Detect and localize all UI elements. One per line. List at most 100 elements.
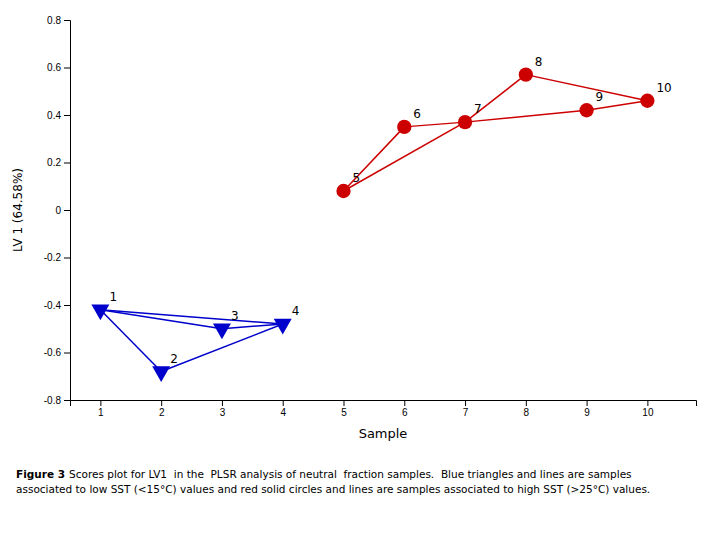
point bbox=[579, 103, 593, 117]
x-tick-label: 1 bbox=[98, 407, 104, 418]
x-tick-mark bbox=[343, 400, 344, 406]
caption-line: associated to low SST (<15°C) values and… bbox=[16, 483, 650, 495]
point-label: 3 bbox=[231, 309, 239, 323]
point-label: 7 bbox=[474, 102, 482, 116]
marks bbox=[91, 67, 654, 381]
x-tick: 3 bbox=[220, 400, 226, 418]
point-label: 8 bbox=[535, 55, 543, 69]
point bbox=[152, 366, 170, 382]
series bbox=[336, 67, 654, 198]
segment bbox=[100, 310, 282, 324]
y-axis: -0.8 -0.6 -0.4 -0.2 0 0.2 0.4 0.6 0.8 bbox=[44, 15, 71, 406]
segment bbox=[465, 110, 587, 122]
y-tick-mark bbox=[64, 210, 70, 211]
segment bbox=[100, 310, 222, 329]
y-tick-mark bbox=[64, 68, 70, 69]
x-tick: 10 bbox=[642, 400, 654, 418]
y-tick: 0.8 bbox=[47, 15, 70, 26]
y-tick-label: -0.6 bbox=[44, 347, 62, 358]
point bbox=[640, 94, 654, 108]
y-tick-label: 0 bbox=[55, 205, 61, 216]
x-tick: 5 bbox=[341, 400, 347, 418]
x-tick: 8 bbox=[524, 400, 530, 418]
x-tick-mark bbox=[647, 400, 648, 406]
caption: Figure 3 Scores plot for LV1 in the PLSR … bbox=[16, 468, 650, 495]
x-axis-title: Sample bbox=[359, 426, 408, 441]
x-tick-mark bbox=[100, 400, 101, 406]
chart-container: 1 2 3 4 5 6 7 8 9 10 -0.8 -0.6 -0.4 -0.2 0 0.2 0.4 0.6 0.8… bbox=[0, 0, 720, 540]
y-tick-label: -0.8 bbox=[44, 395, 62, 406]
point-label: 10 bbox=[656, 81, 671, 95]
point bbox=[519, 67, 533, 81]
x-tick: 1 bbox=[98, 400, 104, 418]
x-tick-label: 10 bbox=[642, 407, 654, 418]
x-tick-label: 6 bbox=[402, 407, 408, 418]
chart: 1 2 3 4 5 6 7 8 9 10 -0.8 -0.6 -0.4 -0.2 0 0.2 0.4 0.6 0.8… bbox=[0, 0, 720, 540]
point-label: 6 bbox=[413, 107, 421, 121]
x-tick: 4 bbox=[280, 400, 286, 418]
y-tick-label: 0.6 bbox=[47, 62, 61, 73]
y-tick: -0.4 bbox=[44, 300, 70, 311]
x-tick-mark bbox=[404, 400, 405, 406]
point bbox=[397, 120, 411, 134]
segment bbox=[404, 122, 465, 127]
segment bbox=[100, 310, 161, 372]
series bbox=[91, 305, 291, 382]
y-tick-label: -0.4 bbox=[44, 300, 62, 311]
point-label: 5 bbox=[352, 171, 360, 185]
x-tick: 6 bbox=[402, 400, 408, 418]
y-tick: 0 bbox=[55, 205, 70, 216]
x-tick-mark bbox=[587, 400, 588, 406]
y-axis-title: LV 1 (64.58%) bbox=[11, 168, 25, 252]
point-label: 4 bbox=[292, 304, 300, 318]
x-tick: 7 bbox=[463, 400, 469, 418]
point bbox=[458, 115, 472, 129]
segment bbox=[343, 127, 404, 191]
point bbox=[91, 305, 109, 321]
y-tick-mark bbox=[64, 20, 70, 21]
y-tick: 0.6 bbox=[47, 62, 70, 73]
caption-text: associated to low SST (<15°C) values and… bbox=[16, 483, 650, 495]
y-tick: 0.2 bbox=[47, 157, 70, 168]
plot: 1 2 3 4 5 6 7 8 9 10 -0.8 -0.6 -0.4 -0.2 0 0.2 0.4 0.6 0.8… bbox=[11, 15, 697, 441]
y-tick-label: 0.4 bbox=[47, 110, 61, 121]
point-label: 9 bbox=[596, 90, 604, 104]
point-labels: 12345678910 bbox=[109, 55, 671, 366]
y-tick-label: 0.8 bbox=[47, 15, 61, 26]
point bbox=[274, 319, 292, 335]
y-tick: -0.2 bbox=[44, 252, 70, 263]
caption-line: Figure 3 Scores plot for LV1 in the PLSR … bbox=[16, 468, 632, 480]
x-tick-label: 2 bbox=[159, 407, 165, 418]
x-tick-mark bbox=[465, 400, 466, 406]
caption-text: Scores plot for LV1 in the PLSR analysis… bbox=[69, 468, 632, 480]
point bbox=[213, 324, 231, 340]
point-label: 1 bbox=[109, 290, 117, 304]
x-tick: 2 bbox=[159, 400, 165, 418]
segment bbox=[526, 75, 648, 101]
x-tick-label: 9 bbox=[584, 407, 590, 418]
caption-title: Figure 3 bbox=[16, 468, 65, 480]
segment bbox=[161, 324, 283, 372]
segment bbox=[465, 75, 526, 123]
x-tick-label: 5 bbox=[341, 407, 347, 418]
y-tick: -0.8 bbox=[44, 395, 70, 406]
y-tick: -0.6 bbox=[44, 347, 70, 358]
x-tick-mark bbox=[161, 400, 162, 406]
x-tick: 9 bbox=[584, 400, 590, 418]
x-axis: 1 2 3 4 5 6 7 8 9 10 bbox=[71, 400, 697, 418]
y-tick-mark bbox=[64, 115, 70, 116]
x-tick-label: 3 bbox=[220, 407, 226, 418]
y-axis-line bbox=[64, 21, 71, 401]
x-tick-label: 4 bbox=[280, 407, 286, 418]
x-tick-mark bbox=[283, 400, 284, 406]
y-tick-mark bbox=[64, 353, 70, 354]
x-tick-mark bbox=[222, 400, 223, 406]
y-tick-mark bbox=[64, 163, 70, 164]
y-tick-label: 0.2 bbox=[47, 157, 61, 168]
x-axis-line bbox=[71, 401, 697, 407]
y-tick-mark bbox=[64, 305, 70, 306]
x-tick-mark bbox=[526, 400, 527, 406]
y-tick: 0.4 bbox=[47, 110, 70, 121]
y-tick-label: -0.2 bbox=[44, 252, 62, 263]
x-tick-label: 7 bbox=[463, 407, 469, 418]
